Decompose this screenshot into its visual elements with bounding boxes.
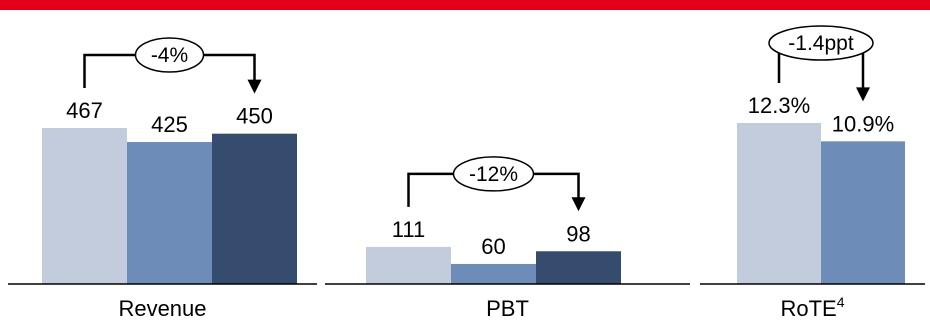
data-label-rote-1: 12.3% [748,93,810,118]
bar-revenue-1 [42,128,127,284]
bar-revenue-2 [127,142,212,284]
annotation-label-pbt: -12% [469,163,518,186]
bracket-right-revenue [203,53,256,81]
data-label-pbt-3: 98 [566,221,590,246]
data-label-pbt-2: 60 [481,234,505,259]
bracket-left-pbt [407,172,454,207]
bar-pbt-3 [536,251,621,284]
data-label-revenue-1: 467 [66,98,103,123]
top-red-bar [0,0,930,10]
bar-revenue-3 [212,133,297,284]
category-label-rote: RoTE4 [780,294,844,321]
bar-rote-1 [737,123,821,284]
category-label-revenue: Revenue [118,296,206,321]
data-label-rote-2: 10.9% [832,111,894,136]
annotation-oval-pbt [452,156,535,192]
arrow-head-pbt [571,197,586,212]
annotation-label-rote: -1.4ppt [788,32,854,55]
annotation-label-revenue: -4% [151,44,188,67]
bar-pbt-2 [451,263,536,284]
data-label-revenue-2: 425 [151,112,188,137]
arrow-head-rote [856,87,870,102]
arrow-head-revenue [247,79,262,94]
category-label-pbt: PBT [486,296,529,321]
bar-rote-2 [821,141,905,284]
annotation-oval-revenue [134,37,205,73]
data-label-revenue-3: 450 [236,104,273,129]
data-label-pbt-1: 111 [392,217,425,242]
bar-pbt-1 [366,246,451,284]
annotation-oval-rote [768,25,874,61]
bracket-right-pbt [533,172,580,199]
bracket-left-revenue [83,53,136,88]
